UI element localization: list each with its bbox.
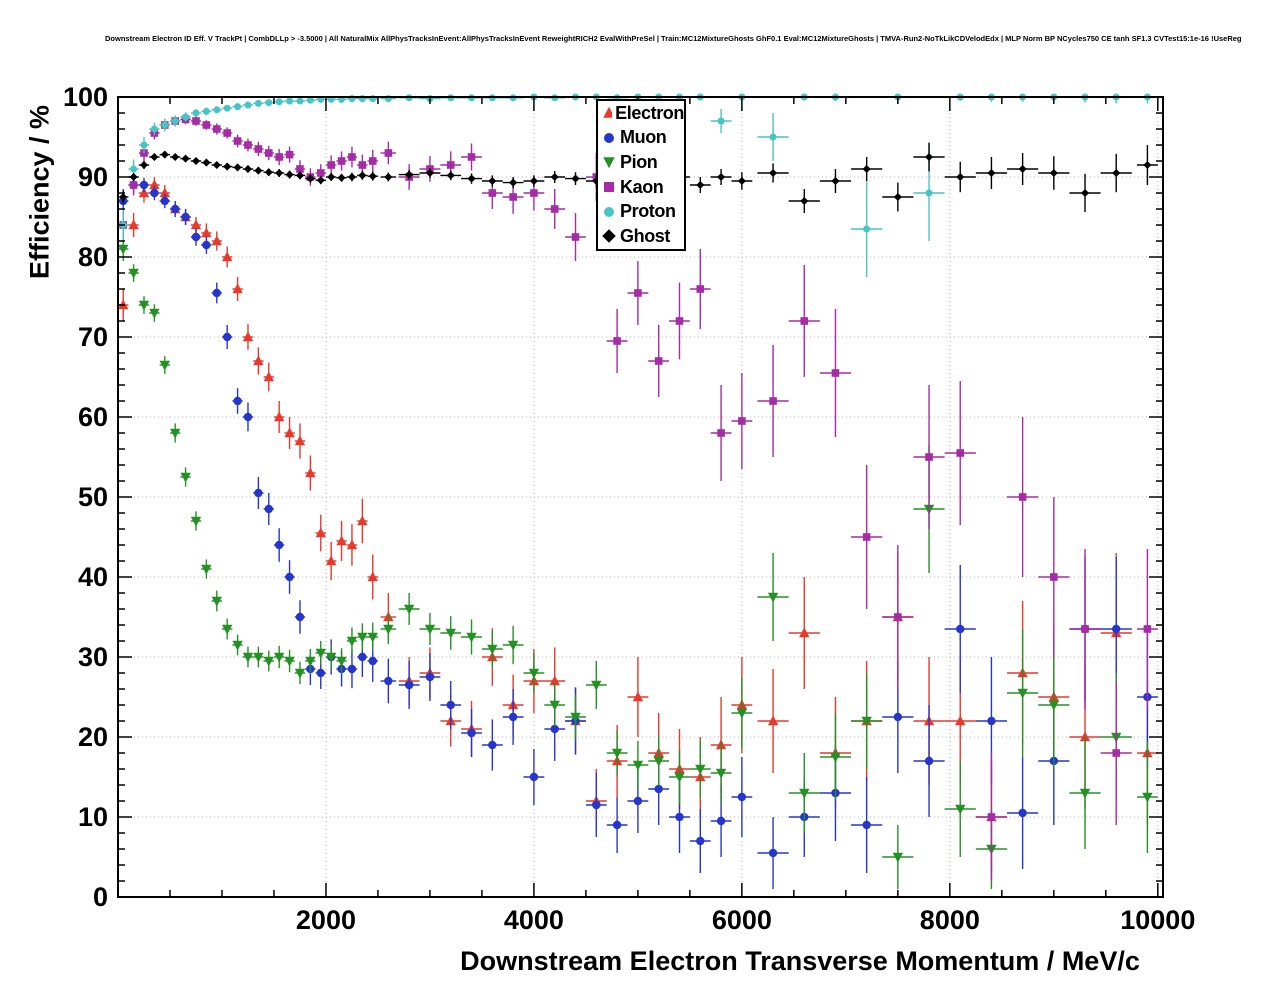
x-tick-labels: 2000 4000 6000 8000 10000 (296, 905, 1195, 935)
legend-marker-proton-icon (604, 206, 614, 217)
svg-text:90: 90 (78, 162, 108, 192)
legend-item-pion: Pion (598, 150, 684, 175)
svg-text:50: 50 (78, 482, 108, 512)
axis-ticks (118, 96, 1163, 898)
legend-item-electron: Electron (598, 101, 684, 126)
legend-item-proton: Proton (598, 199, 684, 224)
legend-marker-muon-icon (604, 132, 614, 143)
legend-label-electron: Electron (615, 102, 684, 123)
svg-text:8000: 8000 (920, 905, 980, 935)
y-axis-title: Efficiency / % (24, 104, 55, 280)
legend-label-proton: Proton (620, 201, 676, 222)
svg-text:0: 0 (93, 882, 108, 912)
svg-text:80: 80 (78, 242, 108, 272)
svg-text:2000: 2000 (296, 905, 356, 935)
legend-label-muon: Muon (620, 127, 667, 148)
legend-item-ghost: Ghost (598, 224, 684, 249)
svg-text:40: 40 (78, 562, 108, 592)
svg-text:100: 100 (63, 82, 108, 112)
legend-label-ghost: Ghost (620, 225, 670, 246)
legend-marker-ghost-icon (602, 229, 616, 244)
legend-marker-kaon-icon (604, 182, 614, 193)
svg-text:20: 20 (78, 722, 108, 752)
svg-text:6000: 6000 (712, 905, 772, 935)
svg-text:10: 10 (78, 802, 108, 832)
y-tick-labels: 0 10 20 30 40 50 60 70 80 90 100 (63, 82, 108, 912)
svg-text:4000: 4000 (504, 905, 564, 935)
legend: Electron Muon Pion Kaon Proton Ghost (596, 99, 686, 251)
svg-text:10000: 10000 (1120, 905, 1195, 935)
legend-item-muon: Muon (598, 126, 684, 151)
legend-marker-electron-icon (603, 107, 613, 119)
legend-label-kaon: Kaon (620, 176, 664, 197)
legend-label-pion: Pion (620, 151, 658, 172)
legend-marker-pion-icon (603, 157, 615, 169)
legend-item-kaon: Kaon (598, 175, 684, 200)
plot-header-title: Downstream Electron ID Eff. V TrackPt | … (105, 34, 1242, 43)
svg-text:60: 60 (78, 402, 108, 432)
svg-text:70: 70 (78, 322, 108, 352)
x-axis-title: Downstream Electron Transverse Momentum … (460, 946, 1140, 976)
series-pion (118, 237, 1158, 889)
svg-text:30: 30 (78, 642, 108, 672)
